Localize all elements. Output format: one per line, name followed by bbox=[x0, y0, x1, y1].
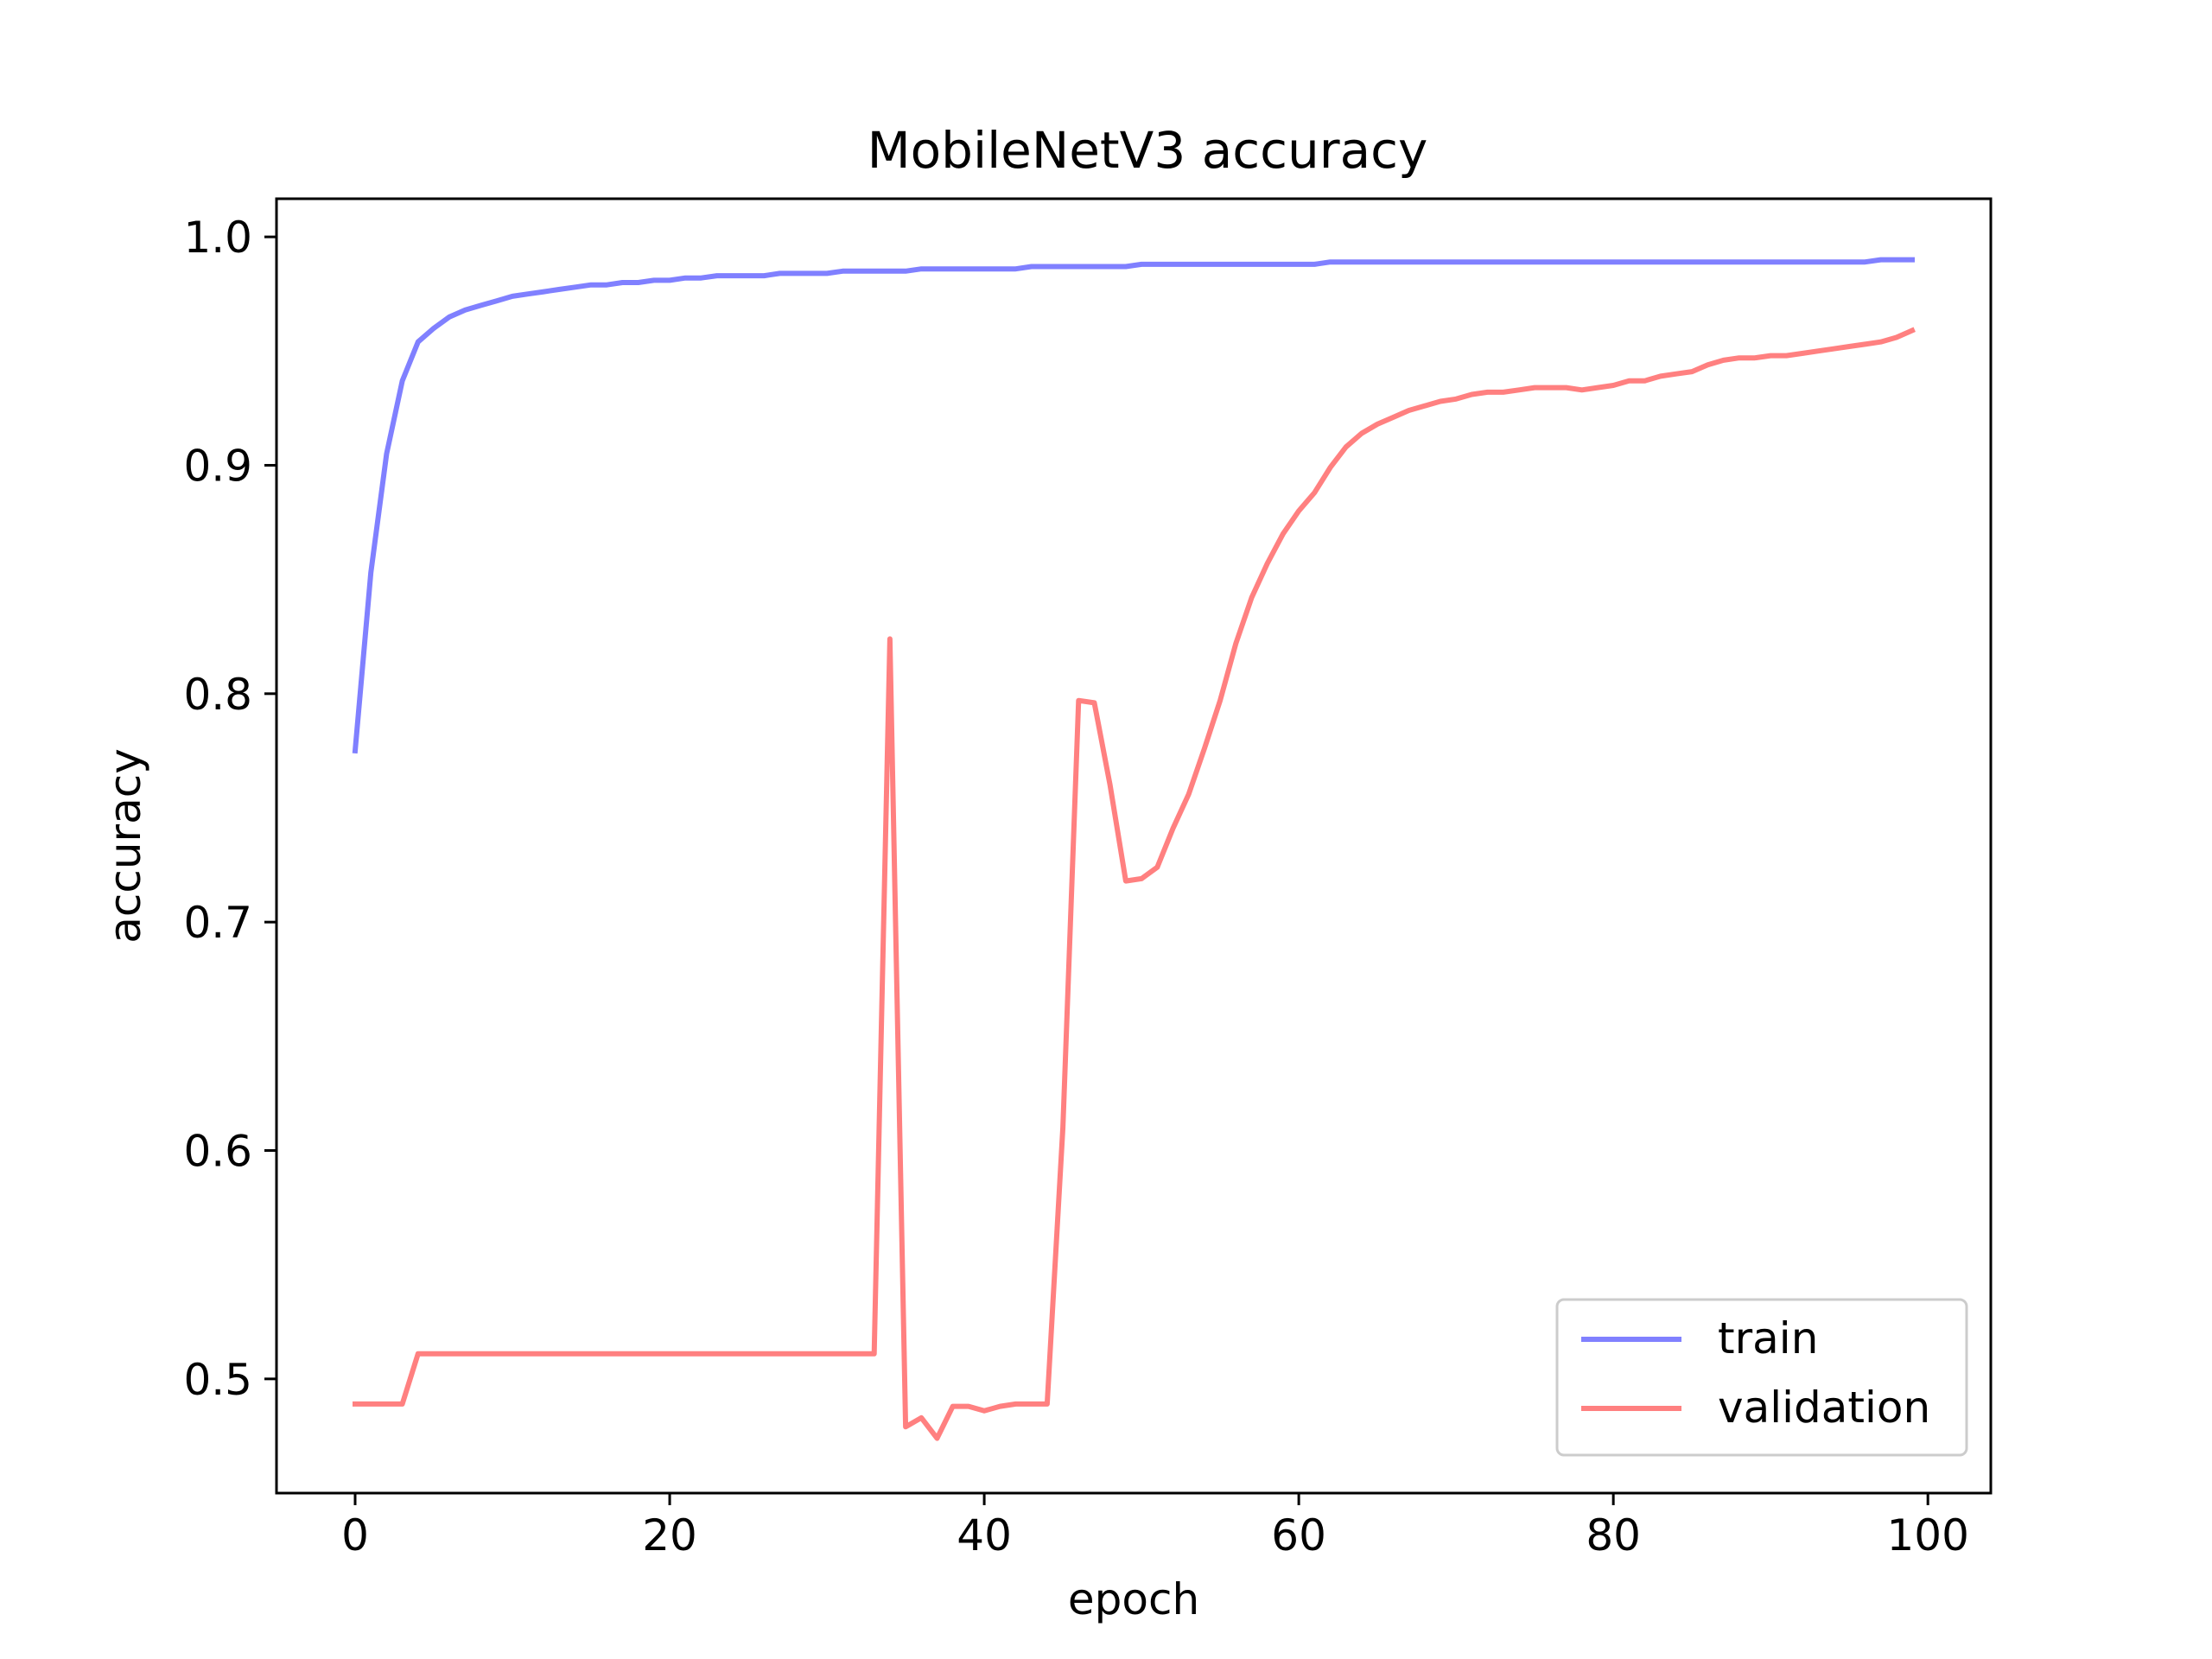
plot-area bbox=[352, 257, 1916, 1441]
series-line-validation bbox=[353, 327, 1916, 1441]
y-axis-label: accuracy bbox=[100, 748, 150, 944]
x-tick-label: 20 bbox=[642, 1510, 697, 1560]
y-tick-label: 0.7 bbox=[183, 898, 252, 948]
x-axis: 0 20 40 60 80 100 bbox=[341, 1493, 1969, 1560]
y-axis: 0.5 0.6 0.7 0.8 0.9 1.0 bbox=[183, 213, 276, 1405]
x-tick-label: 100 bbox=[1886, 1510, 1968, 1560]
legend-label-validation: validation bbox=[1718, 1382, 1930, 1433]
legend: train validation bbox=[1555, 1298, 1968, 1457]
x-tick-label: 40 bbox=[957, 1510, 1012, 1560]
axes-frame bbox=[275, 197, 1993, 1495]
y-tick-label: 0.9 bbox=[183, 441, 252, 491]
x-tick-label: 60 bbox=[1271, 1510, 1326, 1560]
y-tick-label: 0.6 bbox=[183, 1126, 252, 1176]
y-tick-label: 1.0 bbox=[183, 213, 252, 263]
chart-title: MobileNetV3 accuracy bbox=[868, 121, 1428, 180]
x-tick-label: 0 bbox=[341, 1510, 369, 1560]
y-tick-label: 0.8 bbox=[183, 670, 252, 720]
series-line-train bbox=[352, 257, 1915, 754]
legend-label-train: train bbox=[1718, 1313, 1818, 1363]
x-axis-label: epoch bbox=[1068, 1574, 1199, 1624]
y-tick-label: 0.5 bbox=[183, 1355, 252, 1405]
x-tick-label: 80 bbox=[1586, 1510, 1641, 1560]
